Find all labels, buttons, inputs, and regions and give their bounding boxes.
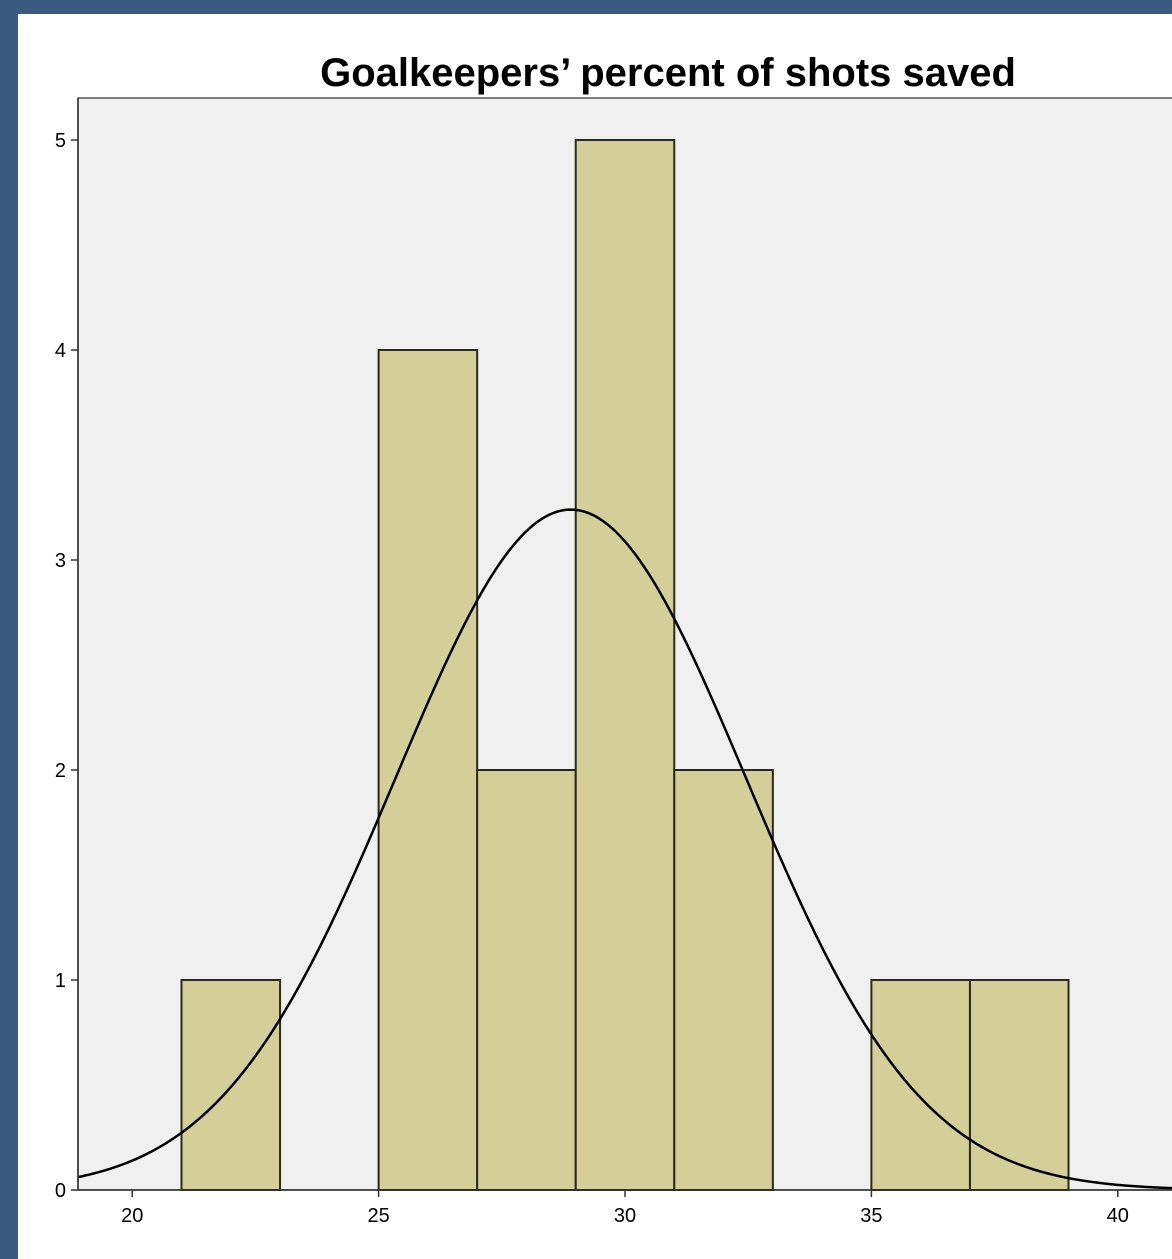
histogram-bar-1 (377, 349, 479, 1191)
y-tick-label-3: 3 (55, 550, 66, 572)
histogram-bar-0 (180, 979, 282, 1191)
histogram-chart: Goalkeepers’ percent of shots saved 0 1 2 3… (55, 51, 1172, 1227)
histogram-bar-3 (574, 139, 676, 1191)
x-axis: 20 25 30 35 40 (78, 1189, 1172, 1227)
chart-title: Goalkeepers’ percent of shots saved (320, 51, 1016, 95)
histogram-bar-6 (968, 979, 1070, 1191)
y-tick-label-5: 5 (55, 130, 66, 152)
x-tick-label-20: 20 (121, 1205, 143, 1227)
histogram-bar-2 (476, 769, 577, 1191)
normal-curve (77, 508, 1172, 1190)
y-tick-label-2: 2 (55, 760, 66, 782)
x-tick-label-40: 40 (1107, 1205, 1129, 1227)
chart-frame: Goalkeepers’ percent of shots saved 0 1 2 3… (18, 14, 1172, 1259)
curve-layer (77, 508, 1172, 1190)
x-tick-label-35: 35 (860, 1205, 882, 1227)
histogram-bar-5 (870, 979, 971, 1191)
y-tick-label-4: 4 (55, 340, 66, 362)
y-tick-label-1: 1 (55, 970, 66, 992)
y-axis: 0 1 2 3 4 5 (55, 98, 79, 1202)
x-tick-label-30: 30 (614, 1205, 636, 1227)
histogram-bar-4 (673, 769, 774, 1191)
x-tick-label-25: 25 (367, 1205, 389, 1227)
y-tick-label-0: 0 (55, 1180, 66, 1202)
